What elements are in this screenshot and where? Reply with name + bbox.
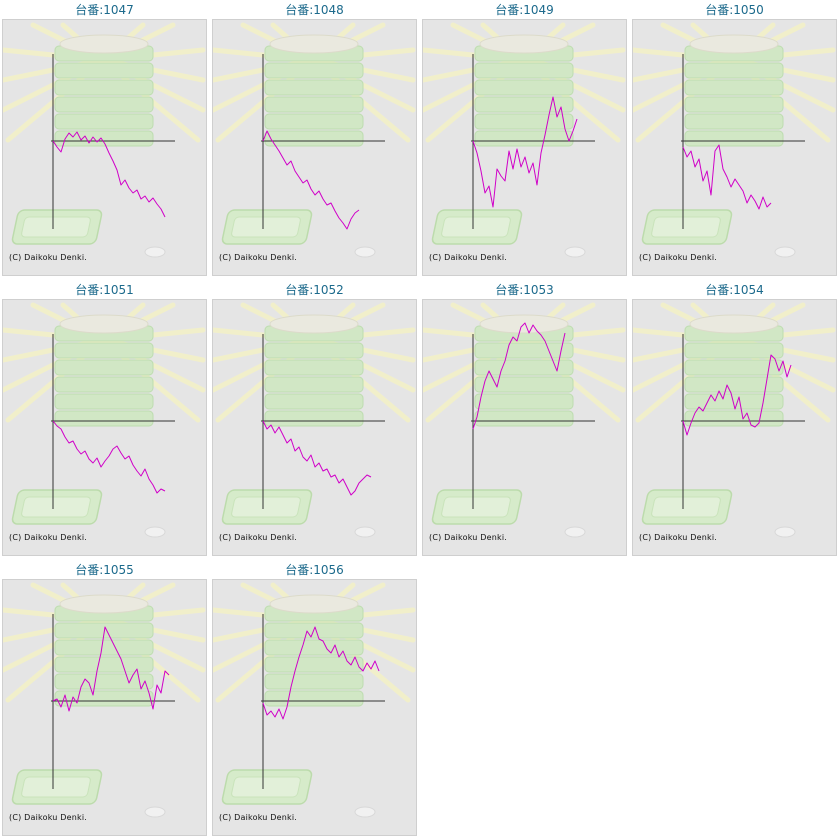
machine-number-label[interactable]: 台番:1052 <box>285 283 344 297</box>
machine-chart-card[interactable]: 台番:1056 (C) Daikoku Denki. <box>212 560 417 836</box>
machine-number-label[interactable]: 台番:1049 <box>495 3 554 17</box>
slump-series-line <box>682 354 792 436</box>
machine-illustration <box>633 22 836 258</box>
machine-illustration <box>3 302 206 538</box>
chart-panel: (C) Daikoku Denki. <box>2 19 207 276</box>
slump-series-line <box>262 626 380 720</box>
slump-graph <box>633 22 836 258</box>
copyright-text: (C) Daikoku Denki. <box>429 253 508 262</box>
slump-series-line <box>52 131 166 218</box>
chart-panel: (C) Daikoku Denki. <box>632 299 837 556</box>
copyright-text: (C) Daikoku Denki. <box>219 813 298 822</box>
slump-series-line <box>472 322 566 430</box>
machine-chart-card[interactable]: 台番:1049 (C) Daikoku Denki. <box>422 0 627 276</box>
copyright-text: (C) Daikoku Denki. <box>429 533 508 542</box>
machine-chart-card[interactable]: 台番:1055 (C) Daikoku Denki. <box>2 560 207 836</box>
chart-panel: (C) Daikoku Denki. <box>632 19 837 276</box>
machine-chart-card[interactable]: 台番:1050 (C) Daikoku Denki. <box>632 0 837 276</box>
copyright-text: (C) Daikoku Denki. <box>9 533 88 542</box>
machine-number-label[interactable]: 台番:1051 <box>75 283 134 297</box>
machine-illustration <box>423 302 626 538</box>
slump-series-line <box>682 144 772 210</box>
slump-graph <box>423 22 626 258</box>
slump-graph <box>3 22 206 258</box>
slump-series-line <box>472 96 578 208</box>
copyright-text: (C) Daikoku Denki. <box>639 253 718 262</box>
machine-number-label[interactable]: 台番:1055 <box>75 563 134 577</box>
slump-series-line <box>262 420 372 496</box>
slump-series-line <box>52 420 166 494</box>
chart-panel: (C) Daikoku Denki. <box>212 19 417 276</box>
slump-series-line <box>262 130 360 230</box>
machine-chart-card[interactable]: 台番:1053 (C) Daikoku Denki. <box>422 280 627 556</box>
copyright-text: (C) Daikoku Denki. <box>639 533 718 542</box>
machine-chart-card[interactable]: 台番:1051 (C) Daikoku Denki. <box>2 280 207 556</box>
copyright-text: (C) Daikoku Denki. <box>9 813 88 822</box>
machine-illustration <box>633 302 836 538</box>
machine-illustration <box>423 22 626 258</box>
chart-panel: (C) Daikoku Denki. <box>2 299 207 556</box>
machine-chart-card[interactable]: 台番:1047 (C) Daikoku Denki. <box>2 0 207 276</box>
slump-series-line <box>52 626 170 712</box>
machine-number-label[interactable]: 台番:1047 <box>75 3 134 17</box>
machine-illustration <box>3 22 206 258</box>
slump-graph <box>213 582 416 818</box>
machine-number-label[interactable]: 台番:1054 <box>705 283 764 297</box>
slump-graph <box>3 302 206 538</box>
slump-graph <box>3 582 206 818</box>
machine-chart-card[interactable]: 台番:1054 (C) Daikoku Denki. <box>632 280 837 556</box>
machine-illustration <box>3 582 206 818</box>
copyright-text: (C) Daikoku Denki. <box>9 253 88 262</box>
machine-number-label[interactable]: 台番:1056 <box>285 563 344 577</box>
machine-chart-card[interactable]: 台番:1052 (C) Daikoku Denki. <box>212 280 417 556</box>
slump-graph <box>213 22 416 258</box>
machine-illustration <box>213 22 416 258</box>
machine-chart-card[interactable]: 台番:1048 (C) Daikoku Denki. <box>212 0 417 276</box>
copyright-text: (C) Daikoku Denki. <box>219 533 298 542</box>
copyright-text: (C) Daikoku Denki. <box>219 253 298 262</box>
slump-graph <box>423 302 626 538</box>
slump-graph <box>633 302 836 538</box>
chart-panel: (C) Daikoku Denki. <box>212 579 417 836</box>
chart-panel: (C) Daikoku Denki. <box>422 299 627 556</box>
chart-panel: (C) Daikoku Denki. <box>2 579 207 836</box>
machine-number-label[interactable]: 台番:1048 <box>285 3 344 17</box>
machine-number-label[interactable]: 台番:1053 <box>495 283 554 297</box>
machine-number-label[interactable]: 台番:1050 <box>705 3 764 17</box>
chart-panel: (C) Daikoku Denki. <box>422 19 627 276</box>
slump-graph <box>213 302 416 538</box>
chart-panel: (C) Daikoku Denki. <box>212 299 417 556</box>
